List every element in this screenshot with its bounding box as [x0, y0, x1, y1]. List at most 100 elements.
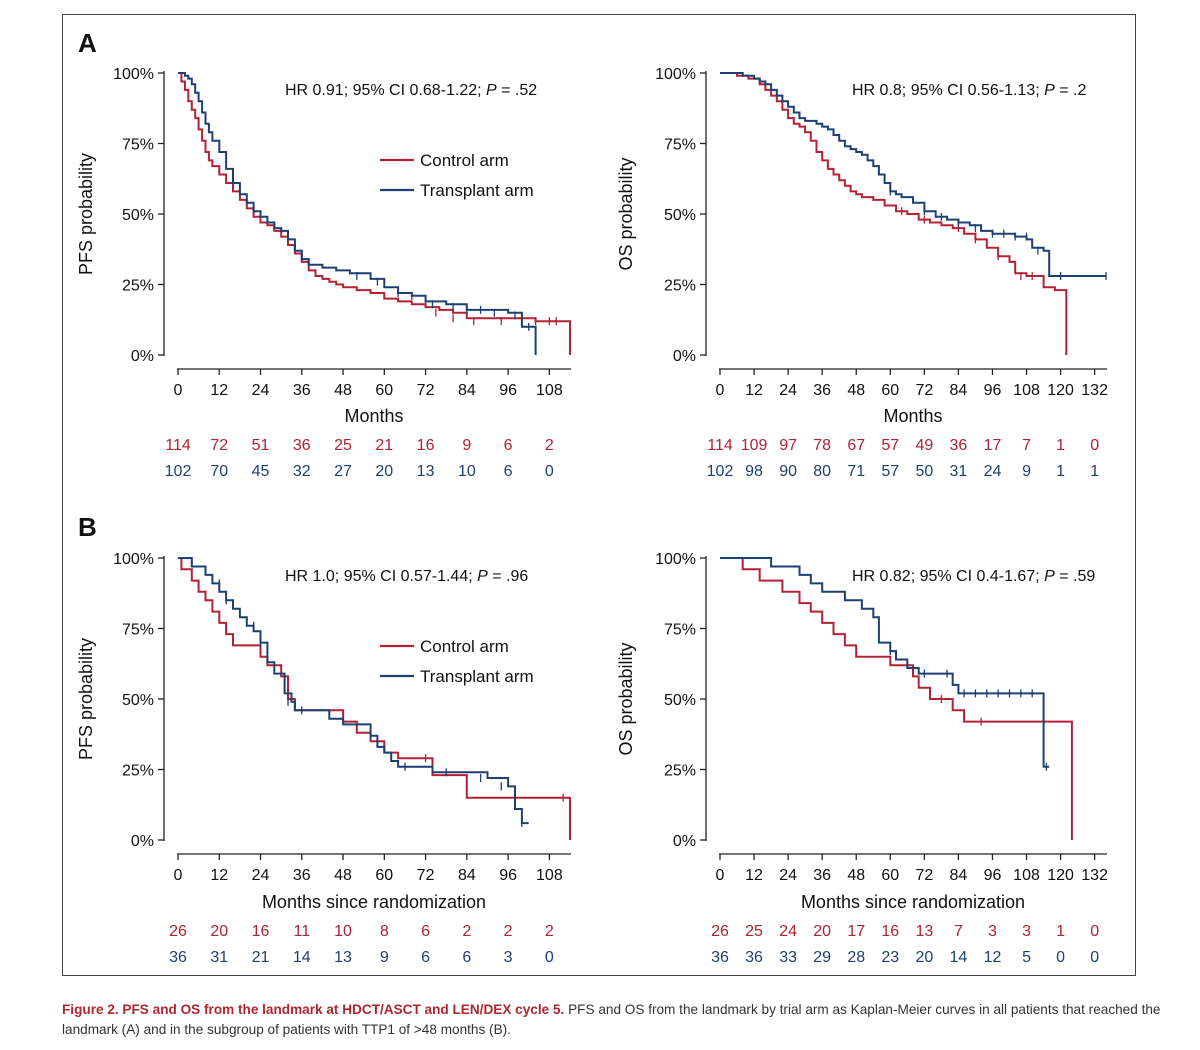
x-tick-label: 24	[779, 382, 797, 399]
hr-annotation: HR 0.91; 95% CI 0.68-1.22; P = .52	[285, 82, 537, 99]
y-tick-label: 100%	[113, 66, 154, 83]
x-tick-label: 12	[210, 867, 228, 884]
legend-label-transplant: Transplant arm	[420, 181, 534, 200]
at-risk-transplant: 20	[915, 949, 933, 966]
at-risk-transplant: 20	[375, 463, 393, 480]
legend-label-control: Control arm	[420, 151, 509, 170]
at-risk-control: 109	[741, 437, 768, 454]
x-tick-label: 108	[1013, 867, 1040, 884]
at-risk-transplant: 3	[504, 949, 513, 966]
at-risk-transplant: 27	[334, 463, 352, 480]
at-risk-control: 11	[293, 923, 310, 940]
at-risk-transplant: 70	[210, 463, 228, 480]
at-risk-transplant: 36	[169, 949, 187, 966]
x-axis-title: Months	[344, 406, 403, 426]
at-risk-control: 20	[813, 923, 831, 940]
km-plot-2: 0% 25% 50% 75% 100% OS probability 0 12 24 36 48 60…	[616, 66, 1108, 480]
x-tick-label: 72	[417, 867, 435, 884]
x-tick-label: 60	[375, 382, 393, 399]
at-risk-control: 16	[881, 923, 899, 940]
at-risk-transplant: 5	[1022, 949, 1031, 966]
x-tick-label: 96	[499, 382, 517, 399]
x-tick-label: 48	[334, 382, 352, 399]
hr-annotation: HR 0.82; 95% CI 0.4-1.67; P = .59	[852, 568, 1095, 585]
at-risk-control: 78	[813, 437, 831, 454]
x-tick-label: 84	[950, 867, 968, 884]
at-risk-control: 21	[375, 437, 393, 454]
x-axis-title: Months since randomization	[262, 892, 486, 912]
panel-label-b: B	[78, 512, 97, 542]
at-risk-transplant: 36	[711, 949, 729, 966]
at-risk-transplant: 0	[1056, 949, 1065, 966]
x-tick-label: 72	[915, 382, 933, 399]
at-risk-transplant: 6	[504, 463, 513, 480]
at-risk-control: 2	[545, 437, 554, 454]
caption-title: Figure 2. PFS and OS from the landmark a…	[62, 1002, 565, 1017]
at-risk-control: 49	[915, 437, 933, 454]
x-tick-label: 48	[847, 867, 865, 884]
x-axis-title: Months	[883, 406, 942, 426]
at-risk-control: 26	[711, 923, 729, 940]
km-curve-control	[720, 72, 1068, 355]
at-risk-control: 36	[293, 437, 311, 454]
at-risk-transplant: 50	[915, 463, 933, 480]
at-risk-control: 3	[988, 923, 997, 940]
at-risk-control: 97	[779, 437, 797, 454]
y-tick-label: 0%	[131, 833, 154, 850]
x-tick-label: 0	[174, 382, 183, 399]
km-curve-control	[720, 557, 1073, 840]
at-risk-control: 72	[210, 437, 228, 454]
y-tick-label: 0%	[131, 348, 154, 365]
y-axis-title: OS probability	[616, 157, 636, 270]
x-tick-label: 108	[536, 867, 563, 884]
x-tick-label: 36	[293, 382, 311, 399]
at-risk-transplant: 24	[984, 463, 1002, 480]
at-risk-control: 2	[504, 923, 513, 940]
x-tick-label: 24	[779, 867, 797, 884]
y-tick-label: 75%	[122, 137, 154, 154]
at-risk-transplant: 23	[881, 949, 899, 966]
at-risk-control: 25	[745, 923, 763, 940]
y-tick-label: 75%	[664, 622, 696, 639]
at-risk-transplant: 29	[813, 949, 831, 966]
figure-caption: Figure 2. PFS and OS from the landmark a…	[62, 1000, 1182, 1040]
x-tick-label: 60	[881, 867, 899, 884]
at-risk-transplant: 57	[881, 463, 899, 480]
y-tick-label: 50%	[122, 207, 154, 224]
caption-text: PFS and OS from the landmark by trial ar…	[62, 1002, 1161, 1037]
x-tick-label: 120	[1047, 382, 1074, 399]
at-risk-control: 13	[915, 923, 933, 940]
at-risk-transplant: 31	[210, 949, 228, 966]
y-tick-label: 25%	[664, 763, 696, 780]
km-curve-transplant	[720, 72, 1106, 277]
panel-label-a: A	[78, 28, 97, 58]
hr-annotation: HR 1.0; 95% CI 0.57-1.44; P = .96	[285, 568, 528, 585]
at-risk-transplant: 0	[545, 949, 554, 966]
at-risk-control: 20	[210, 923, 228, 940]
y-tick-label: 0%	[673, 348, 696, 365]
x-tick-label: 48	[334, 867, 352, 884]
at-risk-transplant: 33	[779, 949, 797, 966]
at-risk-control: 3	[1022, 923, 1031, 940]
at-risk-transplant: 0	[1090, 949, 1099, 966]
x-tick-label: 12	[210, 382, 228, 399]
at-risk-control: 8	[380, 923, 389, 940]
y-tick-label: 100%	[655, 551, 696, 568]
at-risk-control: 2	[545, 923, 554, 940]
x-tick-label: 108	[1013, 382, 1040, 399]
at-risk-transplant: 9	[380, 949, 389, 966]
x-tick-label: 0	[716, 867, 725, 884]
x-tick-label: 36	[293, 867, 311, 884]
at-risk-control: 9	[462, 437, 471, 454]
at-risk-transplant: 90	[779, 463, 797, 480]
at-risk-transplant: 14	[293, 949, 311, 966]
y-axis-title: PFS probability	[76, 153, 96, 275]
x-tick-label: 12	[745, 867, 763, 884]
at-risk-control: 16	[417, 437, 435, 454]
x-tick-label: 24	[252, 867, 270, 884]
km-plot-1: 0% 25% 50% 75% 100% PFS probability 0 12 24 36 48 6…	[76, 66, 571, 480]
x-axis-title: Months since randomization	[801, 892, 1025, 912]
at-risk-transplant: 102	[707, 463, 734, 480]
x-tick-label: 132	[1081, 867, 1108, 884]
